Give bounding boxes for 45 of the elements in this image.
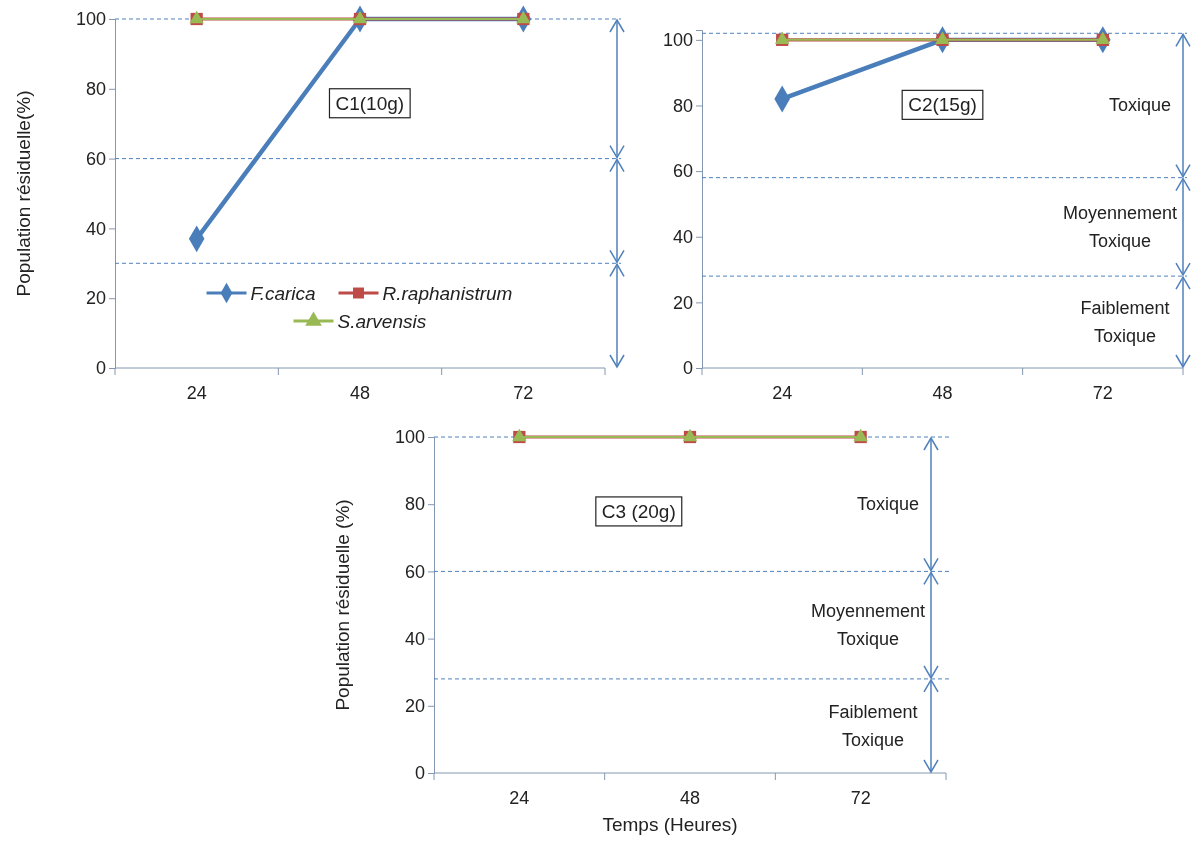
y-tick-label: 60 xyxy=(404,561,425,582)
y-tick-label: 0 xyxy=(95,358,106,379)
x-tick-label: 48 xyxy=(932,383,953,403)
label-box: C3 (20g) xyxy=(595,496,683,527)
legend-label: F.carica xyxy=(250,283,316,304)
annotation: Moyennement Toxique xyxy=(1062,202,1178,251)
y-tick-label: 40 xyxy=(404,628,425,649)
y-tick-label: 80 xyxy=(85,79,106,100)
x-tick-label: 48 xyxy=(679,788,701,808)
annotation: C1(10g) xyxy=(335,92,405,114)
y-tick-label: 100 xyxy=(75,9,106,30)
y-tick-label: 80 xyxy=(404,494,425,515)
y-tick-label: 100 xyxy=(394,427,425,448)
y-tick-label: 0 xyxy=(682,358,693,379)
legend-label: S.arvensis xyxy=(337,311,427,332)
x-tick-label: 72 xyxy=(850,788,871,808)
annotation: C3 (20g) xyxy=(601,500,676,522)
x-tick-label: 24 xyxy=(509,788,530,808)
y-tick-label: 100 xyxy=(662,30,693,51)
y-tick-label: 20 xyxy=(85,288,106,309)
annotation: C2(15g) xyxy=(908,94,977,116)
y-tick-label: 60 xyxy=(672,161,693,182)
y-tick-label: 40 xyxy=(672,227,693,247)
x-axis-title: Temps (Heures) xyxy=(602,814,738,835)
legend-label: R.raphanistrum xyxy=(382,283,513,304)
annotation: Toxique xyxy=(856,494,920,515)
annotation: Faiblement Toxique xyxy=(1080,298,1170,347)
y-tick-label: 20 xyxy=(672,292,693,313)
x-tick-label: 72 xyxy=(513,383,534,403)
y-tick-label: 0 xyxy=(414,763,425,784)
x-tick-label: 24 xyxy=(186,383,207,403)
y-axis-title: Population résiduelle (%) xyxy=(332,499,353,711)
x-tick-label: 48 xyxy=(349,383,371,403)
y-tick-label: 20 xyxy=(404,696,425,717)
y-tick-label: 60 xyxy=(85,148,106,169)
y-tick-label: 80 xyxy=(672,95,693,116)
annotation: Toxique xyxy=(1108,95,1172,116)
label-box: C2(15g) xyxy=(901,89,984,120)
x-tick-label: 72 xyxy=(1092,383,1113,403)
annotation: Moyennement Toxique xyxy=(810,601,926,650)
y-tick-label: 40 xyxy=(85,218,106,239)
y-axis-title: Population résiduelle(%) xyxy=(13,90,34,297)
annotation: Faiblement Toxique xyxy=(828,701,918,750)
x-tick-label: 24 xyxy=(772,383,793,403)
label-box: C1(10g) xyxy=(328,88,411,119)
